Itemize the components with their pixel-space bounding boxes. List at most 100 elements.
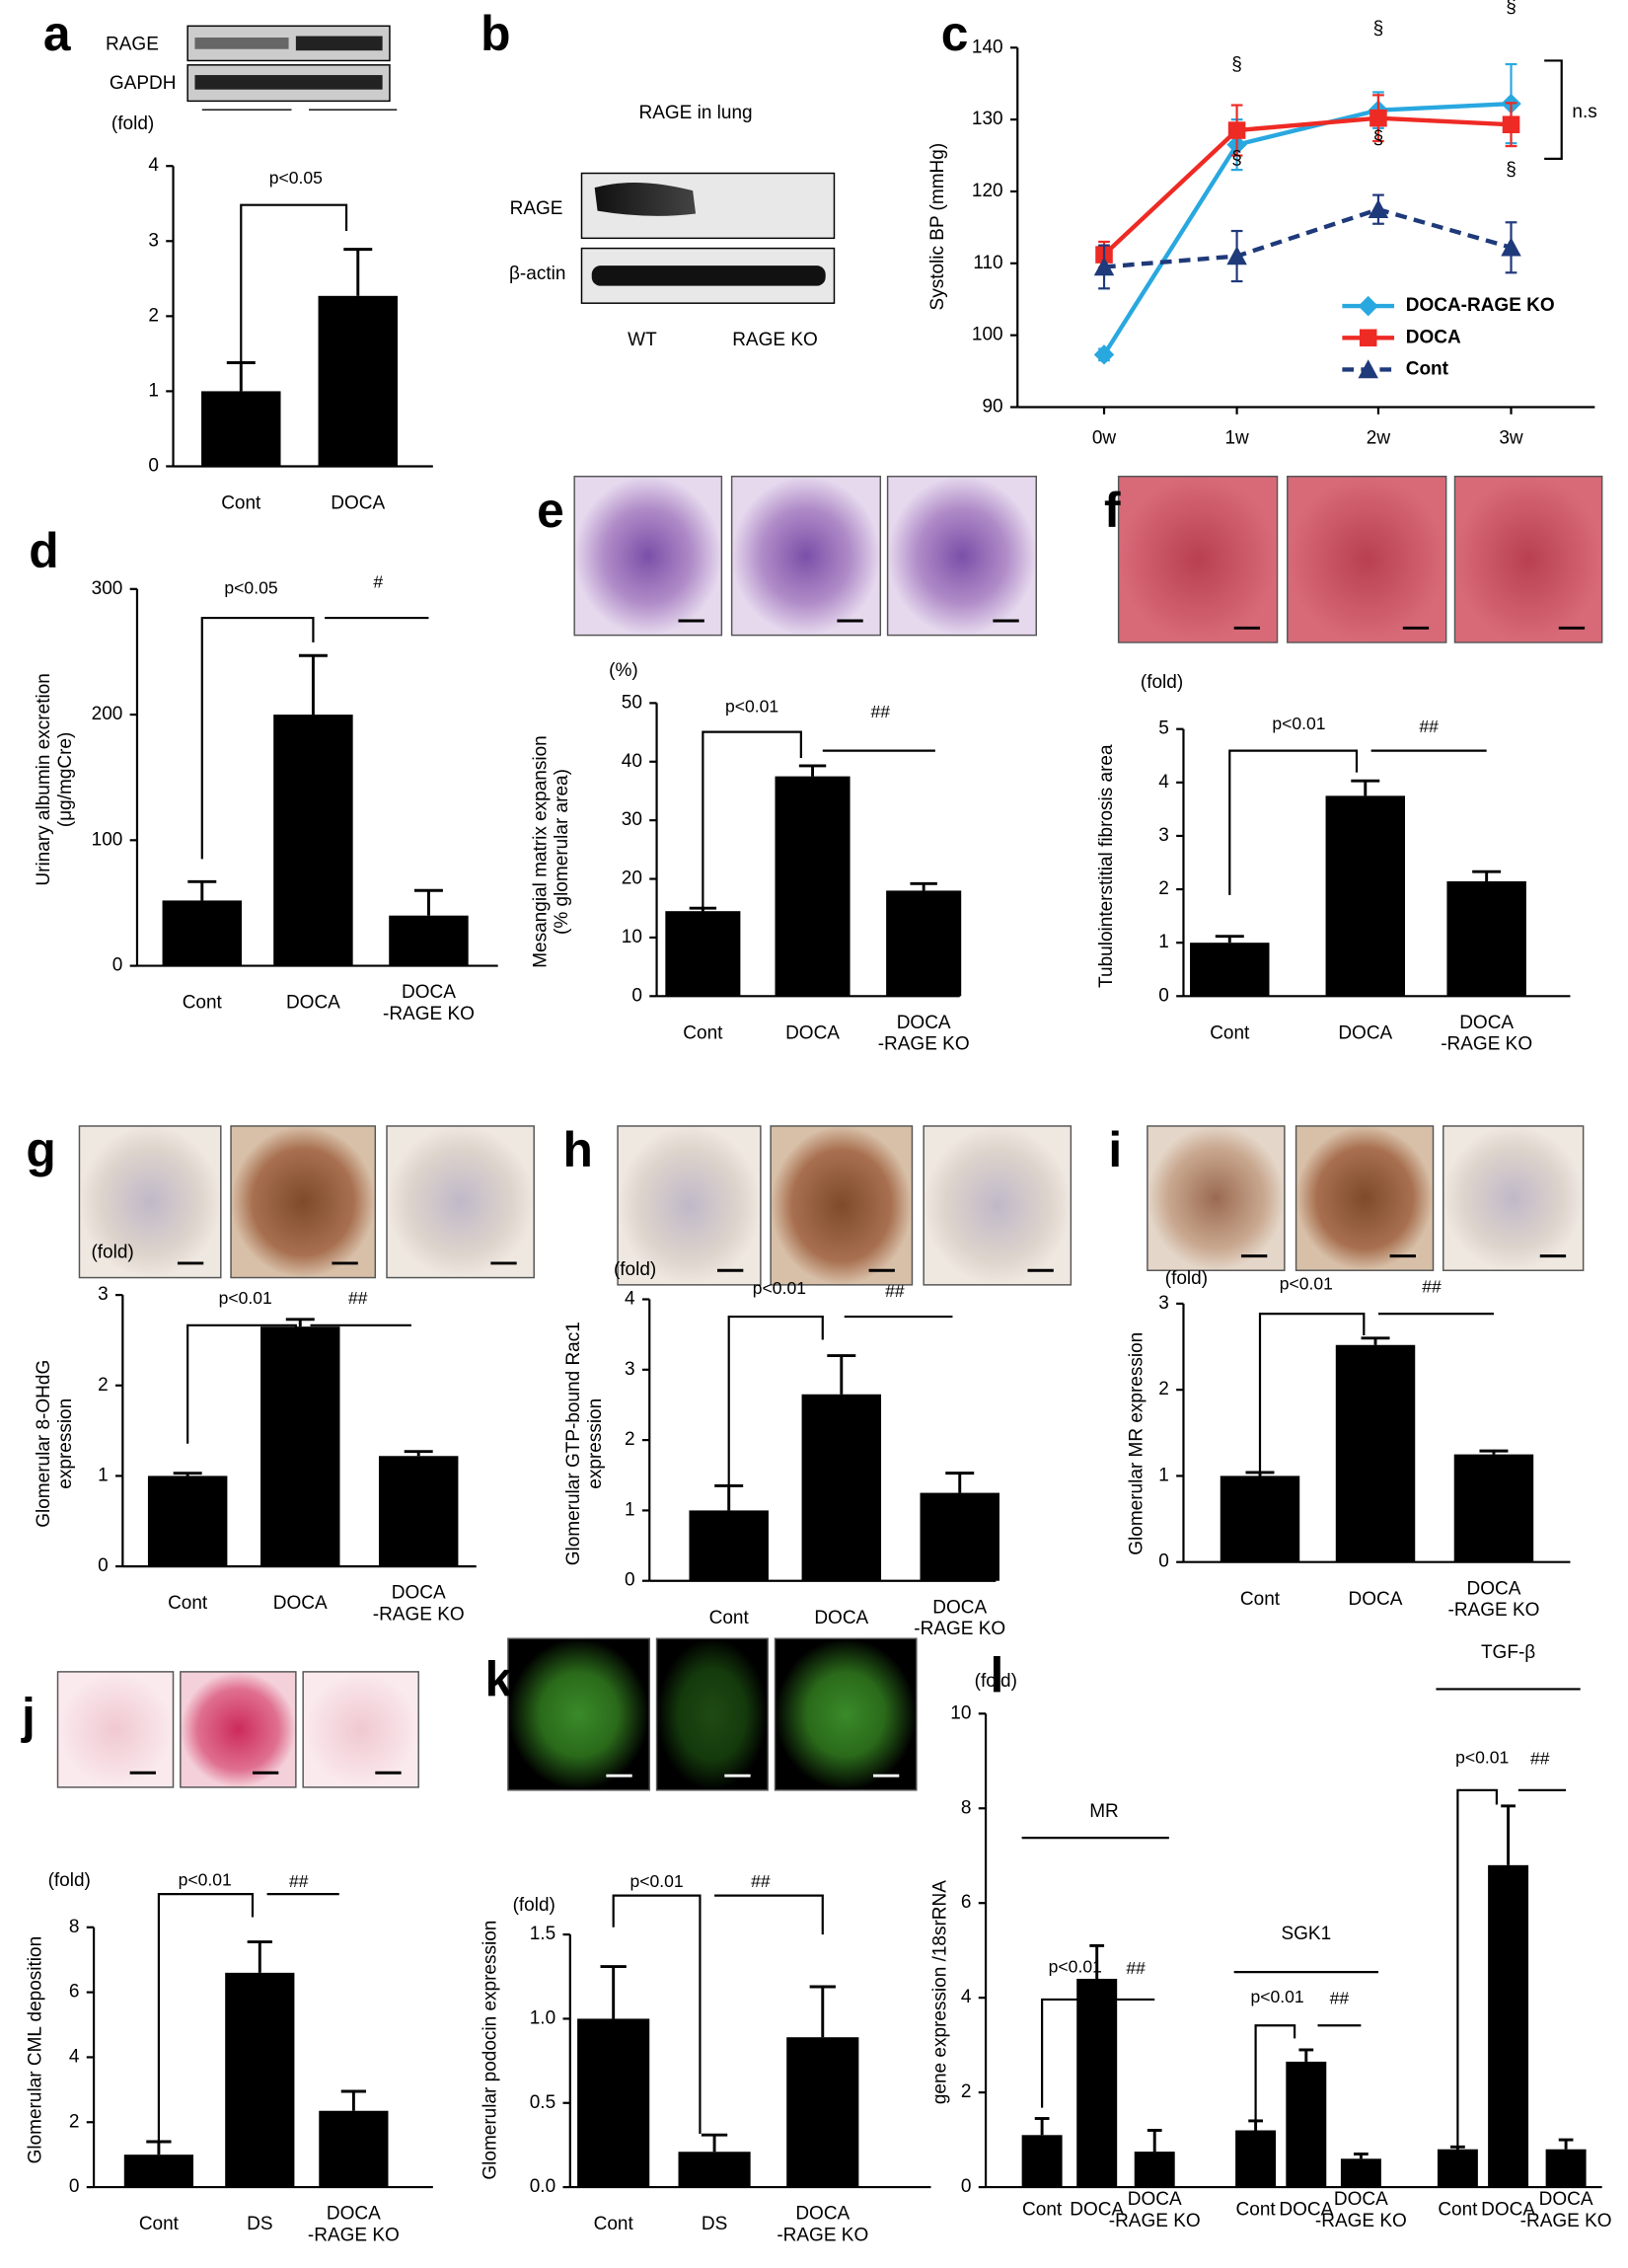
panel-letter: e [537, 483, 564, 538]
significance-bracket [612, 1894, 702, 2134]
unit-label: (%) [609, 660, 638, 681]
micrograph [56, 1671, 175, 1788]
bar [162, 900, 243, 966]
x-tick-label: DOCA [1349, 1589, 1403, 1610]
micrograph [730, 475, 882, 637]
significance-label: p<0.05 [269, 168, 323, 188]
y-axis-label: gene expression /18srRNA [930, 1880, 951, 2104]
y-tick-label: 3 [98, 1284, 109, 1305]
y-tick-label: 0 [69, 2176, 80, 2197]
y-tick-label: 5 [1158, 718, 1169, 739]
x-tick-label: Cont [1236, 2200, 1277, 2221]
lane-label: WT [628, 330, 657, 350]
y-tick-label: 140 [972, 37, 1003, 57]
y-tick-label: 0.5 [530, 2092, 555, 2113]
significance-label: ## [1126, 1958, 1146, 1978]
unit-label: (fold) [614, 1259, 656, 1280]
x-tick-label: Cont [1240, 1589, 1281, 1610]
significance-bracket [1258, 1313, 1366, 1502]
panel-letter: g [26, 1122, 55, 1177]
annotation: § [1231, 54, 1242, 75]
y-tick-label: 2 [1158, 1379, 1169, 1399]
significance-label: ## [871, 702, 891, 721]
x-tick-label: DOCA -RAGE KO [373, 1583, 465, 1625]
y-tick-label: 6 [69, 1982, 80, 2003]
x-tick-label: 2w [1367, 428, 1391, 449]
x-tick-label: DOCA -RAGE KO [1109, 2189, 1201, 2231]
x-tick-label: DOCA -RAGE KO [1520, 2189, 1612, 2231]
micrograph [386, 1125, 535, 1279]
bar [201, 391, 281, 467]
blot-row-label: GAPDH [110, 73, 177, 94]
significance-bracket [714, 1894, 824, 1935]
y-tick-label: 0 [1158, 985, 1169, 1006]
panel-letter: f [1104, 483, 1121, 538]
y-tick-label: 30 [622, 809, 642, 830]
blot-row-label: RAGE [106, 34, 159, 54]
y-axis-label: Glomerular CML deposition [26, 1936, 46, 2164]
x-tick-label: DOCA [1279, 2200, 1333, 2221]
bar [1134, 2152, 1175, 2188]
blot-band [591, 265, 826, 286]
y-tick-label: 1 [625, 1499, 635, 1520]
y-tick-label: 0 [148, 455, 159, 476]
y-tick-label: 1 [148, 380, 159, 401]
x-tick-label: DOCA -RAGE KO [1448, 1578, 1540, 1621]
group-label: MR [1089, 1801, 1119, 1822]
unit-label: (fold) [513, 1895, 555, 1916]
ns-bracket [1544, 59, 1563, 161]
y-tick-label: 4 [625, 1289, 635, 1310]
y-tick-label: 1.5 [530, 1924, 555, 1944]
unit-label: (fold) [1165, 1268, 1208, 1289]
group-label: SGK1 [1281, 1924, 1331, 1944]
micrograph [1443, 1125, 1585, 1271]
marker [1226, 246, 1247, 265]
y-tick-label: 4 [1158, 772, 1169, 793]
y-axis-label: Tubulointerstitial fibrosis area [1096, 744, 1117, 988]
y-tick-label: 2 [961, 2081, 972, 2102]
y-tick-label: 300 [92, 578, 123, 599]
y-tick-label: 10 [950, 1702, 971, 1723]
bar [886, 890, 962, 997]
bar [786, 2037, 859, 2188]
significance-label: ## [885, 1281, 905, 1301]
significance-bracket [727, 1315, 824, 1509]
legend-label: DOCA [1406, 327, 1461, 347]
x-tick-label: DOCA [1481, 2200, 1535, 2221]
x-tick-label: DOCA [1070, 2200, 1124, 2221]
annotation: § [1373, 18, 1384, 38]
unit-label: (fold) [111, 113, 154, 134]
blot-row-label: β-actin [509, 264, 565, 284]
significance-bracket [200, 616, 315, 860]
bar [1325, 795, 1406, 997]
x-tick-label: DOCA [331, 493, 385, 514]
y-axis-label: Glomerular GTP-bound Rac1expression [563, 1322, 606, 1565]
y-tick-label: 3 [625, 1359, 635, 1380]
significance-bracket [157, 1893, 255, 2152]
y-axis-label: Urinary albumin excretion(μg/mgCre) [34, 673, 76, 885]
marker [1093, 344, 1115, 365]
bar [1453, 1454, 1534, 1562]
panel-letter: h [562, 1122, 592, 1177]
bar [389, 915, 469, 966]
y-tick-label: 200 [92, 704, 123, 724]
y-axis-label: Glomerular podocin expression [480, 1921, 500, 2180]
y-tick-label: 40 [622, 751, 642, 772]
marker [1358, 295, 1378, 317]
y-tick-label: 3 [1158, 1293, 1169, 1314]
significance-label: # [373, 572, 383, 592]
significance-label: p<0.01 [753, 1278, 806, 1298]
lane-label: RAGE KO [732, 330, 818, 350]
bar [319, 2110, 389, 2188]
blot-band [594, 182, 697, 216]
y-tick-label: 0 [631, 985, 642, 1006]
group-label: TGF-β [1481, 1642, 1535, 1663]
micrograph [1295, 1125, 1435, 1271]
y-axis-label: Glomerular MR expression [1127, 1332, 1147, 1555]
series-line [1102, 101, 1512, 356]
blot-band [194, 38, 289, 49]
panel-letter: d [29, 523, 58, 578]
y-tick-label: 120 [972, 181, 1003, 201]
y-tick-label: 2 [625, 1429, 635, 1450]
micrograph [1147, 1125, 1286, 1271]
